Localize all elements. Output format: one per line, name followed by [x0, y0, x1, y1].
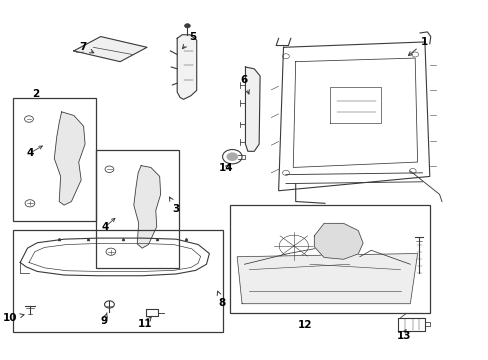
- Text: 5: 5: [182, 32, 196, 49]
- Bar: [13, 230, 222, 332]
- Polygon shape: [237, 253, 417, 304]
- Circle shape: [184, 24, 190, 28]
- Polygon shape: [74, 37, 147, 62]
- Text: 13: 13: [396, 331, 411, 341]
- Text: 3: 3: [169, 197, 180, 214]
- Bar: [13, 98, 96, 221]
- Polygon shape: [245, 67, 260, 151]
- Text: 4: 4: [26, 148, 34, 158]
- Text: 14: 14: [218, 163, 233, 173]
- Text: 2: 2: [32, 89, 40, 99]
- Polygon shape: [177, 35, 196, 99]
- Bar: [229, 205, 429, 313]
- Polygon shape: [314, 224, 363, 259]
- Polygon shape: [134, 166, 160, 248]
- Text: 12: 12: [298, 320, 312, 330]
- Text: 4: 4: [102, 222, 109, 231]
- Circle shape: [226, 152, 238, 161]
- Polygon shape: [54, 112, 85, 205]
- Text: 9: 9: [101, 313, 108, 325]
- Text: 11: 11: [138, 316, 152, 329]
- Text: 1: 1: [407, 37, 427, 55]
- Text: 8: 8: [217, 291, 225, 308]
- Text: 10: 10: [3, 313, 24, 323]
- Text: 7: 7: [79, 42, 94, 53]
- Bar: [96, 149, 178, 268]
- Text: 6: 6: [240, 75, 249, 94]
